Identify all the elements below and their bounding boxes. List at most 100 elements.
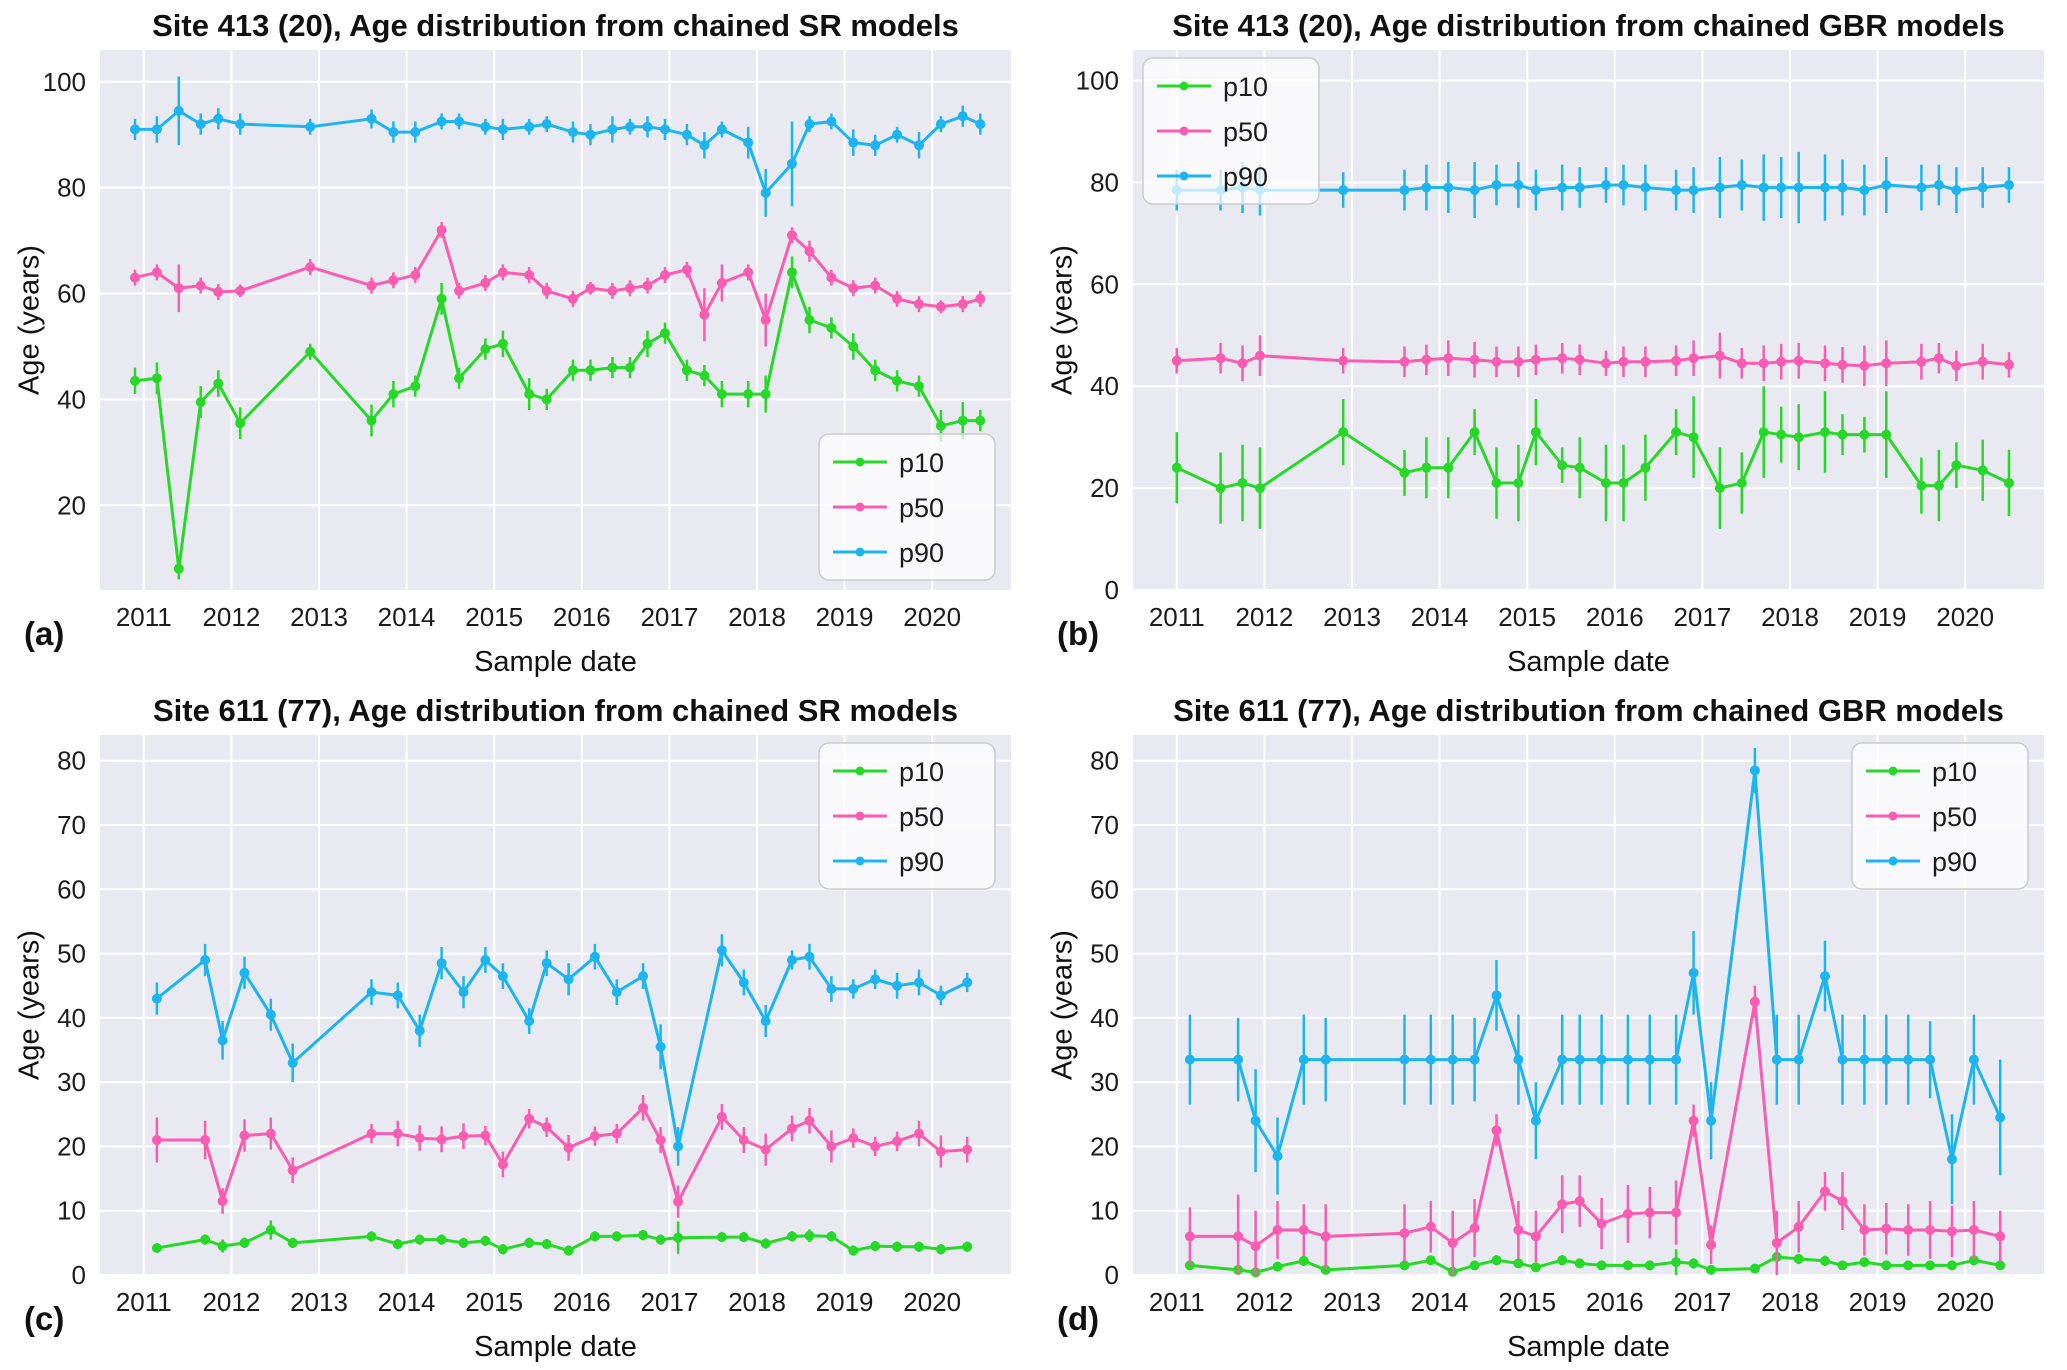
svg-text:20: 20	[1090, 473, 1119, 503]
svg-text:2016: 2016	[553, 1287, 611, 1317]
svg-text:60: 60	[57, 874, 86, 904]
svg-text:60: 60	[1090, 269, 1119, 299]
panel-d-ylabel: Age (years)	[1046, 930, 1079, 1080]
svg-text:p90: p90	[899, 538, 944, 568]
panel-b-xlabel: Sample date	[1507, 646, 1670, 678]
svg-text:p10: p10	[899, 448, 944, 478]
svg-text:2012: 2012	[1235, 1287, 1293, 1317]
svg-text:2011: 2011	[1149, 1287, 1205, 1317]
panel-a-title: Site 413 (20), Age distribution from cha…	[152, 8, 959, 43]
svg-text:p10: p10	[899, 757, 944, 787]
svg-text:2019: 2019	[816, 602, 874, 632]
svg-text:0: 0	[1105, 575, 1119, 605]
svg-text:20: 20	[57, 1131, 86, 1161]
svg-text:2013: 2013	[290, 1287, 348, 1317]
svg-text:60: 60	[1090, 874, 1119, 904]
panel-b: 0 20 40 60 80 100 2011 2012 2013 2014 2015 2016 2017…	[1033, 0, 2067, 685]
svg-text:2011: 2011	[1149, 602, 1205, 632]
svg-text:p90: p90	[899, 847, 944, 877]
svg-text:2013: 2013	[290, 602, 348, 632]
svg-text:2016: 2016	[553, 602, 611, 632]
svg-text:80: 80	[1090, 746, 1119, 776]
svg-text:2012: 2012	[1235, 602, 1293, 632]
svg-text:0: 0	[72, 1260, 86, 1290]
svg-text:80: 80	[57, 173, 86, 203]
panel-d: 0 10 20 30 40 50 60 70 80 2011 2012 2013 2014 2015 201…	[1033, 685, 2067, 1370]
svg-text:100: 100	[1076, 66, 1119, 96]
svg-text:2013: 2013	[1323, 1287, 1381, 1317]
svg-text:2015: 2015	[465, 602, 523, 632]
svg-text:2011: 2011	[116, 1287, 172, 1317]
svg-text:80: 80	[1090, 168, 1119, 198]
svg-text:2015: 2015	[1498, 1287, 1556, 1317]
svg-text:2018: 2018	[728, 602, 786, 632]
svg-text:2012: 2012	[202, 1287, 260, 1317]
svg-text:70: 70	[1090, 810, 1119, 840]
svg-text:2014: 2014	[1411, 602, 1469, 632]
panel-c: 0 10 20 30 40 50 60 70 80 2011 2012 2013 2014 2015 201…	[0, 685, 1033, 1370]
svg-text:2017: 2017	[640, 1287, 698, 1317]
svg-text:2018: 2018	[728, 1287, 786, 1317]
panel-b-chart: 0 20 40 60 80 100 2011 2012 2013 2014 2015 2016 2017…	[1076, 50, 2044, 632]
svg-text:40: 40	[1090, 371, 1119, 401]
svg-text:30: 30	[57, 1067, 86, 1097]
panel-c-xlabel: Sample date	[474, 1331, 637, 1363]
svg-text:2020: 2020	[903, 602, 961, 632]
panel-a-ylabel: Age (years)	[13, 245, 46, 395]
svg-text:2014: 2014	[378, 602, 436, 632]
svg-text:20: 20	[1090, 1131, 1119, 1161]
svg-text:p10: p10	[1932, 757, 1977, 787]
svg-text:10: 10	[57, 1196, 86, 1226]
svg-text:p10: p10	[1223, 72, 1268, 102]
svg-text:2014: 2014	[378, 1287, 436, 1317]
svg-text:20: 20	[57, 490, 86, 520]
svg-text:2015: 2015	[465, 1287, 523, 1317]
panel-d-title: Site 611 (77), Age distribution from cha…	[1173, 693, 2004, 728]
svg-text:10: 10	[1090, 1196, 1119, 1226]
svg-text:2016: 2016	[1586, 1287, 1644, 1317]
svg-text:p90: p90	[1932, 847, 1977, 877]
svg-text:p50: p50	[899, 802, 944, 832]
svg-text:2019: 2019	[816, 1287, 874, 1317]
panel-b-corner-label: (b)	[1057, 615, 1100, 652]
svg-text:p50: p50	[1223, 117, 1268, 147]
svg-text:2014: 2014	[1411, 1287, 1469, 1317]
svg-text:2013: 2013	[1323, 602, 1381, 632]
svg-text:2019: 2019	[1849, 1287, 1907, 1317]
svg-text:p50: p50	[899, 493, 944, 523]
panel-d-xlabel: Sample date	[1507, 1331, 1670, 1363]
panel-d-corner-label: (d)	[1057, 1300, 1100, 1337]
panel-a-corner-label: (a)	[24, 615, 65, 652]
svg-text:2018: 2018	[1761, 602, 1819, 632]
panel-d-chart: 0 10 20 30 40 50 60 70 80 2011 2012 2013 2014 2015 201…	[1090, 735, 2044, 1317]
svg-text:100: 100	[43, 67, 86, 97]
svg-text:2020: 2020	[903, 1287, 961, 1317]
svg-text:2015: 2015	[1498, 602, 1556, 632]
svg-text:40: 40	[1090, 1003, 1119, 1033]
svg-text:50: 50	[57, 939, 86, 969]
svg-text:2012: 2012	[202, 602, 260, 632]
panel-b-ylabel: Age (years)	[1046, 245, 1079, 395]
panel-c-ylabel: Age (years)	[13, 930, 46, 1080]
panel-a: 20 40 60 80 100 2011 2012 2013 2014 2015 2016 2017 2…	[0, 0, 1033, 685]
svg-text:70: 70	[57, 810, 86, 840]
panel-b-title: Site 413 (20), Age distribution from cha…	[1172, 8, 2005, 43]
svg-text:60: 60	[57, 279, 86, 309]
svg-text:2020: 2020	[1936, 1287, 1994, 1317]
svg-text:50: 50	[1090, 939, 1119, 969]
svg-text:30: 30	[1090, 1067, 1119, 1097]
svg-text:2017: 2017	[1673, 602, 1731, 632]
svg-text:p50: p50	[1932, 802, 1977, 832]
panel-c-corner-label: (c)	[24, 1300, 65, 1337]
panel-a-xlabel: Sample date	[474, 646, 637, 678]
panel-c-title: Site 611 (77), Age distribution from cha…	[152, 693, 959, 728]
svg-text:2018: 2018	[1761, 1287, 1819, 1317]
svg-text:40: 40	[57, 1003, 86, 1033]
svg-text:0: 0	[1105, 1260, 1119, 1290]
svg-text:2019: 2019	[1849, 602, 1907, 632]
svg-text:2016: 2016	[1586, 602, 1644, 632]
svg-text:p90: p90	[1223, 162, 1268, 192]
svg-text:40: 40	[57, 384, 86, 414]
svg-text:2017: 2017	[1673, 1287, 1731, 1317]
